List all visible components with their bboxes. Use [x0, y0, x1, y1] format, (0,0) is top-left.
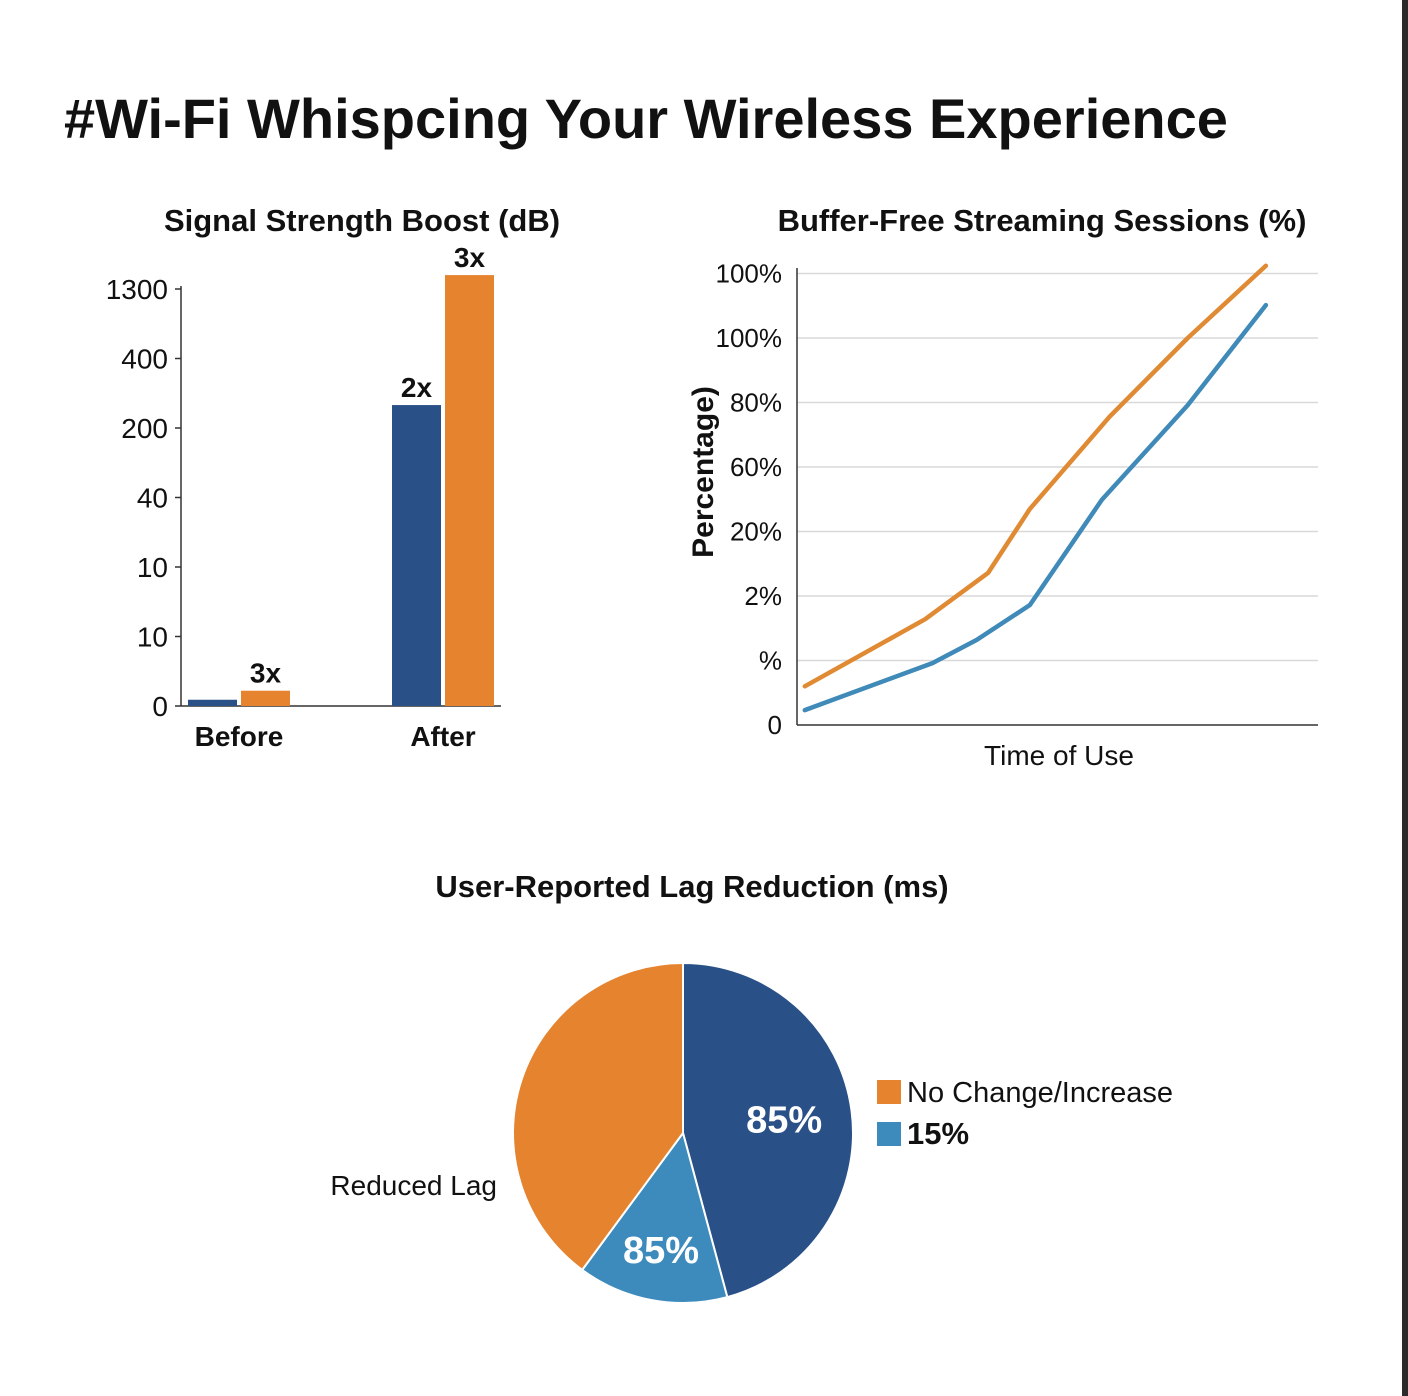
bar-category-label: Before — [195, 721, 284, 752]
page-title: #Wi-Fi Whispcing Your Wireless Experienc… — [64, 87, 1228, 150]
bar-y-tick-label: 0 — [152, 691, 168, 722]
bar — [188, 699, 237, 706]
legend-label: No Change/Increase — [907, 1077, 1173, 1109]
line-y-tick-label: 100% — [716, 259, 783, 289]
line-series — [802, 263, 1269, 689]
line-series — [802, 302, 1269, 713]
pie-slice — [682, 961, 854, 1299]
pie-chart: User-Reported Lag Reduction (ms) Reduced… — [330, 869, 1173, 1304]
pie-chart-title: User-Reported Lag Reduction (ms) — [435, 869, 948, 904]
legend-label: 15% — [907, 1116, 969, 1151]
pie-outside-label: Reduced Lag — [330, 1170, 497, 1201]
legend-swatch — [877, 1080, 901, 1104]
pie-slice-label: 85% — [623, 1230, 699, 1272]
bar-chart: Signal Strength Boost (dB) 0 10 10 40 200 400… — [106, 203, 560, 752]
pie-slice-label: 85% — [746, 1100, 822, 1142]
bar-chart-title: Signal Strength Boost (dB) — [164, 203, 560, 238]
line-y-tick-label: 60% — [730, 452, 782, 482]
line-y-tick-label: 100% — [716, 323, 783, 353]
bar-y-tick-label: 10 — [137, 552, 168, 583]
bar-y-tick-label: 10 — [137, 622, 168, 653]
line-chart-title: Buffer-Free Streaming Sessions (%) — [778, 203, 1307, 238]
bar-data-label: 3x — [250, 658, 282, 689]
pie-slice — [580, 1130, 729, 1304]
bar-data-label: 2x — [401, 372, 433, 403]
bar — [445, 275, 494, 706]
bar-y-tick-label: 400 — [121, 344, 168, 375]
bar — [392, 405, 441, 706]
bar-y-tick-label: 200 — [121, 413, 168, 444]
line-y-tick-label: 80% — [730, 388, 782, 418]
bar-y-tick-label: 1300 — [106, 274, 168, 305]
line-chart: Buffer-Free Streaming Sessions (%) Perce… — [687, 203, 1318, 771]
window-edge — [1402, 0, 1408, 1396]
line-y-tick-label: 20% — [730, 517, 782, 547]
line-x-axis-label: Time of Use — [984, 740, 1134, 771]
bar — [241, 690, 290, 706]
bar-y-tick-label: 40 — [137, 483, 168, 514]
bar-category-label: After — [410, 721, 475, 752]
line-y-tick-label: % — [759, 646, 782, 676]
legend-swatch — [877, 1122, 901, 1146]
line-y-tick-label: 0 — [768, 710, 782, 740]
bar-data-label: 3x — [454, 242, 486, 273]
pie-slice — [512, 961, 684, 1272]
line-y-axis-label: Percentage) — [687, 386, 720, 558]
line-y-tick-label: 2% — [744, 581, 782, 611]
